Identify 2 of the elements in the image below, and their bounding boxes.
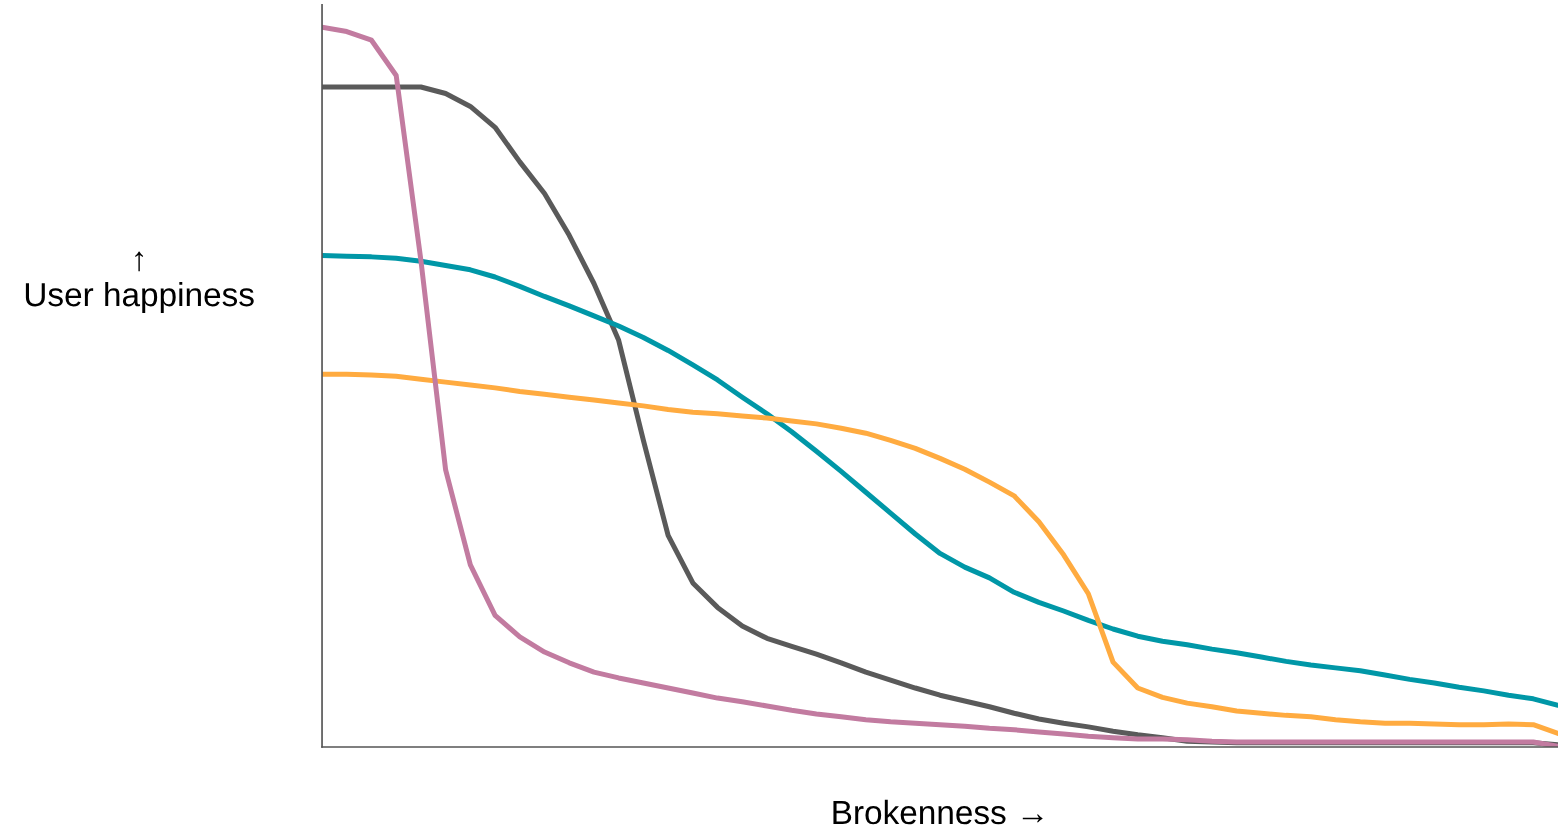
y-axis-title: ↑ User happiness [25, 251, 254, 314]
x-axis-title: Brokenness → [833, 799, 1043, 825]
